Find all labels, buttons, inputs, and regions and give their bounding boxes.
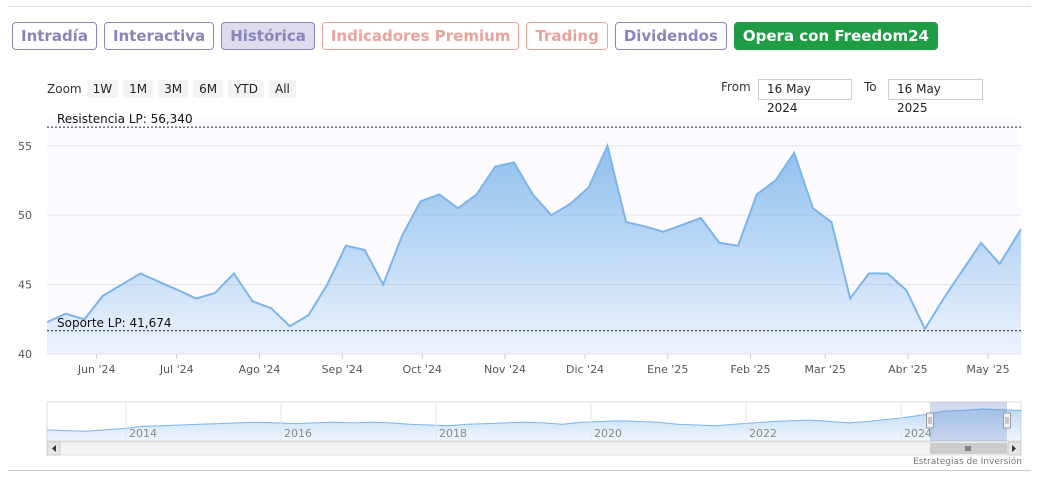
x-tick-label: May '25 — [966, 363, 1009, 376]
resistance-label: Resistencia LP: 56,340 — [57, 112, 193, 126]
y-tick-label: 40 — [18, 348, 32, 361]
x-tick-label: Jun '24 — [77, 363, 116, 376]
navigator-year-label: 2024 — [904, 427, 932, 440]
scrollbar-track[interactable] — [47, 442, 1021, 455]
x-tick-label: Oct '24 — [402, 363, 442, 376]
x-tick-label: Abr '25 — [888, 363, 928, 376]
navigator-year-label: 2020 — [594, 427, 622, 440]
y-tick-label: 55 — [18, 140, 32, 153]
navigator-handle[interactable] — [1004, 413, 1011, 428]
navigator-year-label: 2022 — [749, 427, 777, 440]
navigator-year-label: 2014 — [129, 427, 157, 440]
x-tick-label: Mar '25 — [805, 363, 846, 376]
x-tick-label: Ene '25 — [647, 363, 688, 376]
y-tick-label: 45 — [18, 279, 32, 292]
navigator-handle[interactable] — [927, 413, 934, 428]
support-label: Soporte LP: 41,674 — [57, 316, 172, 330]
credit-text: Estrategias de Inversión — [913, 457, 1022, 467]
x-tick-label: Feb '25 — [730, 363, 770, 376]
x-tick-label: Nov '24 — [484, 363, 526, 376]
navigator-year-label: 2016 — [284, 427, 312, 440]
y-tick-label: 50 — [18, 209, 32, 222]
x-tick-label: Ago '24 — [239, 363, 281, 376]
x-tick-label: Sep '24 — [322, 363, 363, 376]
x-tick-label: Jul '24 — [159, 363, 194, 376]
navigator-selection — [930, 402, 1007, 441]
x-tick-label: Dic '24 — [566, 363, 604, 376]
navigator-year-label: 2018 — [439, 427, 467, 440]
